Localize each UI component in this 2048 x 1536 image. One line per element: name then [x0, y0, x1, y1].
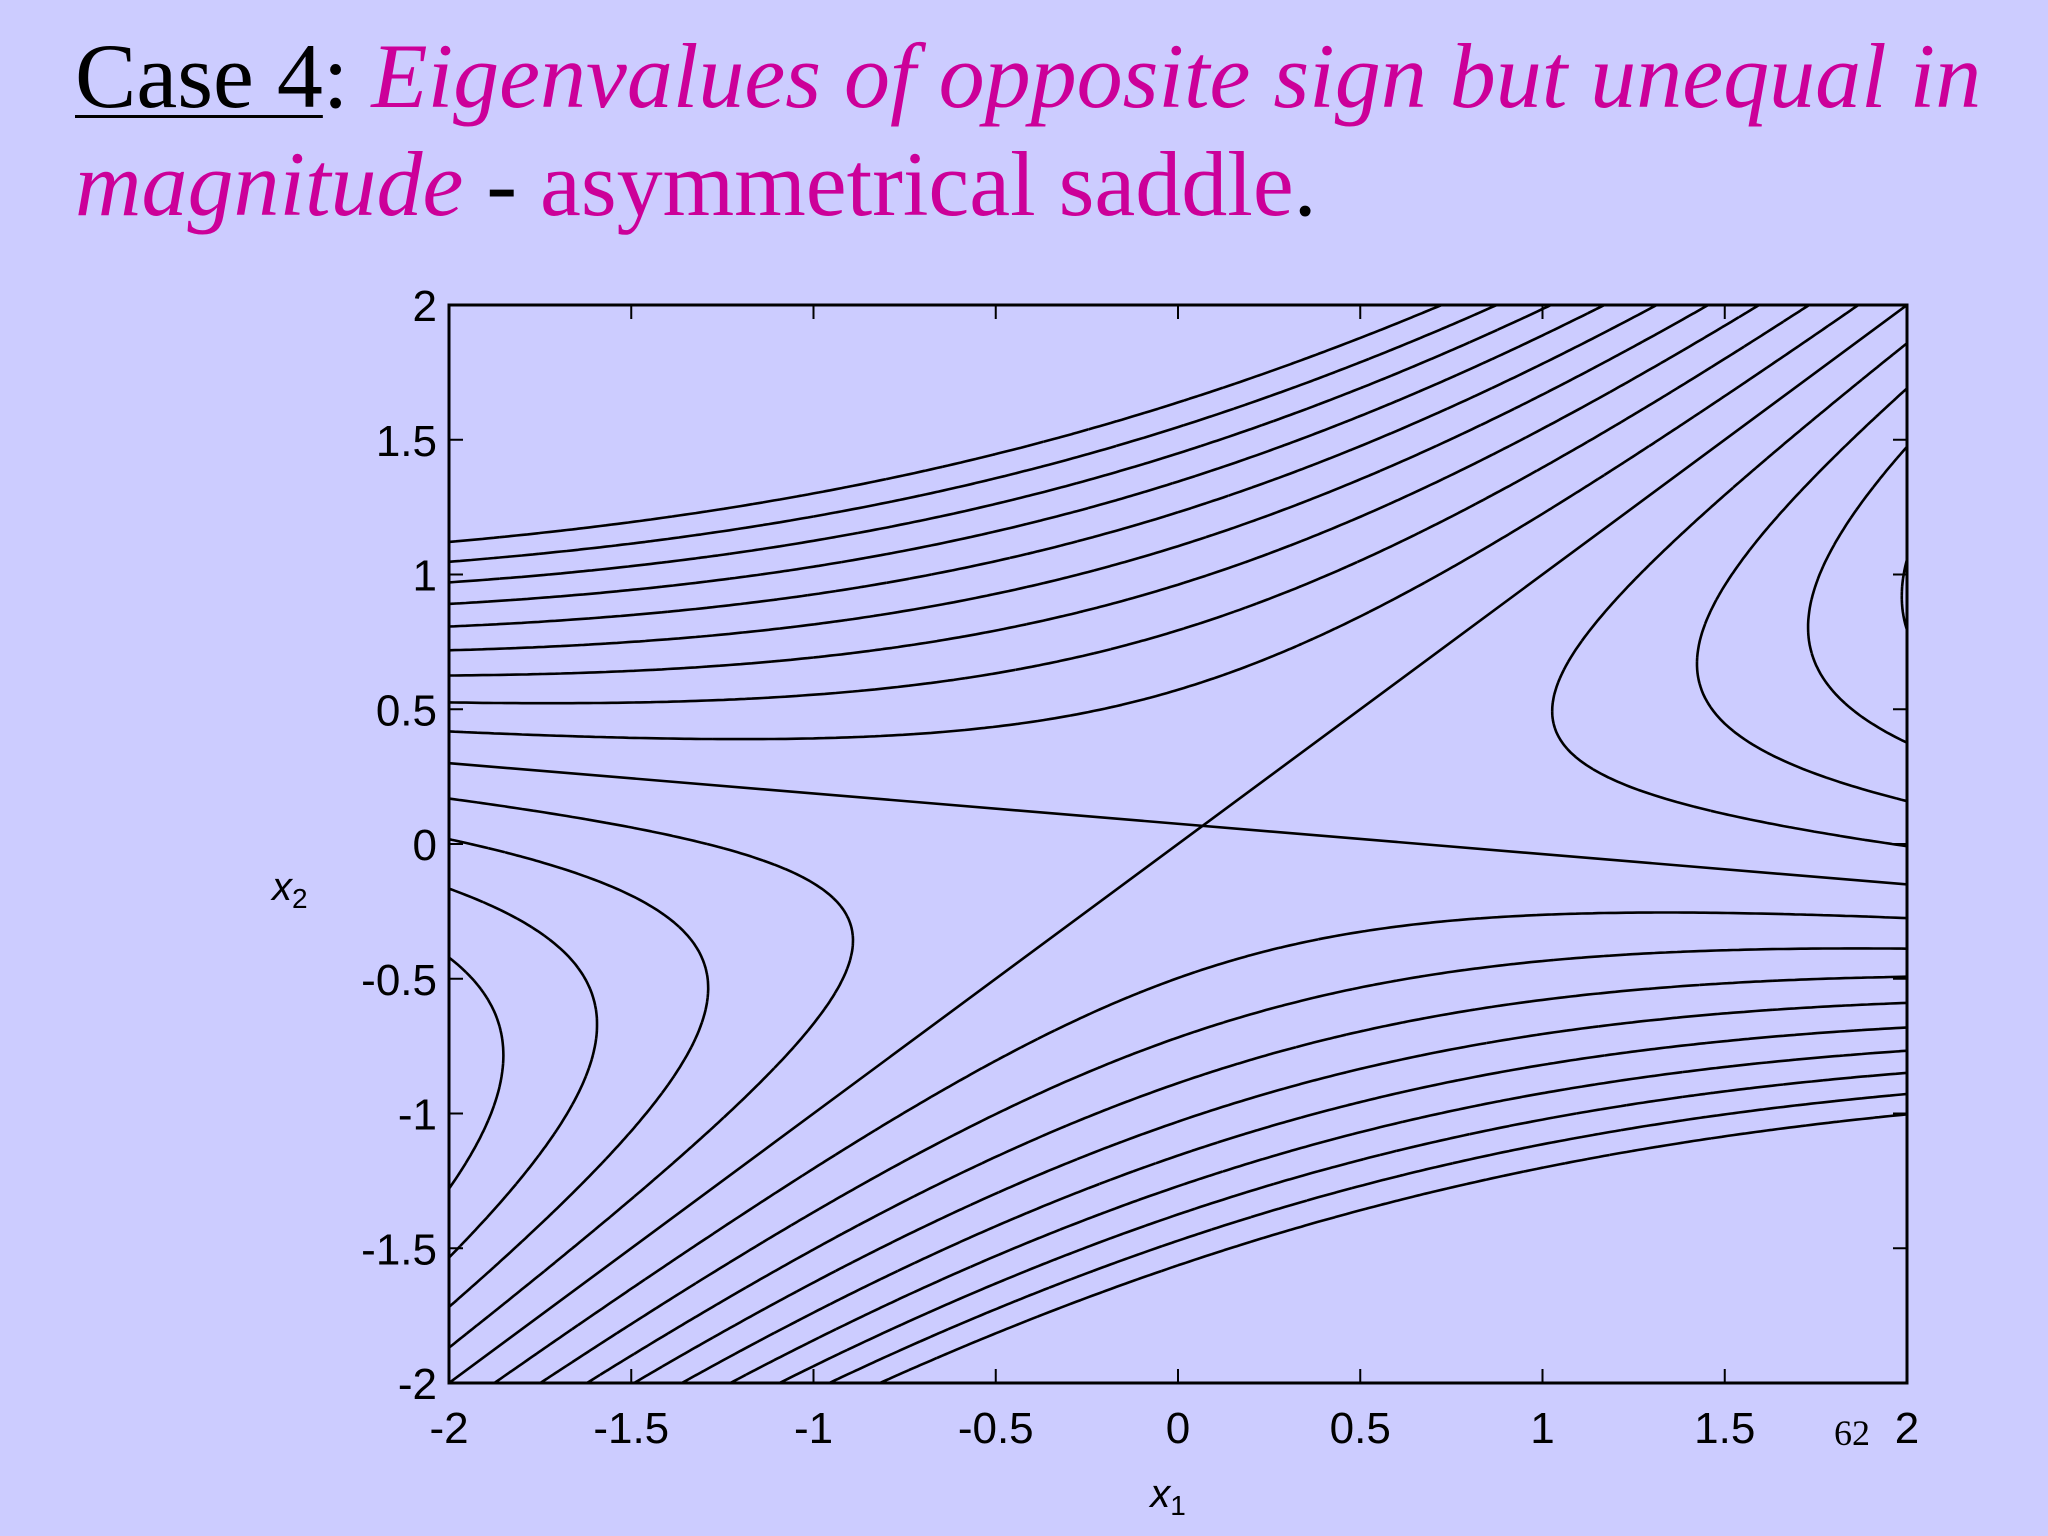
contour-line — [449, 305, 1907, 1383]
x-tick-label: 0.5 — [1330, 1404, 1391, 1453]
x-tick-label: 1.5 — [1694, 1404, 1755, 1453]
y-tick-labels: 2 1.5 1 0.5 0 -0.5 -1 -1.5 -2 — [361, 282, 437, 1409]
x-axis-label: x1 — [1148, 1472, 1186, 1521]
separatrix-line — [449, 305, 1907, 1383]
x-tick-label: 1 — [1530, 1404, 1554, 1453]
x-axis-label-main: x — [1148, 1472, 1172, 1516]
title-period: . — [1293, 133, 1317, 235]
title-case-label: Case 4 — [75, 25, 323, 127]
y-tick-label: -2 — [398, 1360, 437, 1409]
y-axis-label: x2 — [270, 865, 308, 914]
y-tick-label: 1.5 — [376, 417, 437, 466]
y-tick-label: 1 — [413, 552, 437, 601]
axis-ticks — [448, 304, 1908, 1384]
x-axis-label-subscript: 1 — [1170, 1490, 1186, 1521]
y-tick-label: 0.5 — [376, 686, 437, 735]
x-tick-label: 2 — [1895, 1404, 1919, 1453]
separatrix-line — [449, 761, 1907, 886]
y-axis-label-subscript: 2 — [292, 883, 308, 914]
x-tick-label: 0 — [1166, 1404, 1190, 1453]
title-italic-phrase: Eigenvalues of opposite sign but unequal… — [75, 25, 1982, 235]
y-axis-label-main: x — [270, 865, 294, 909]
title-colon: : — [322, 25, 372, 127]
x-tick-label: -1.5 — [593, 1404, 669, 1453]
x-tick-label: -2 — [429, 1404, 468, 1453]
y-tick-label: -1.5 — [361, 1225, 437, 1274]
contour-line — [449, 387, 1907, 1308]
contour-line — [449, 305, 1907, 1383]
title-dash: - — [463, 133, 541, 235]
slide-title: Case 4: Eigenvalues of opposite sign but… — [75, 22, 2015, 238]
y-tick-label: -1 — [398, 1091, 437, 1140]
y-tick-label: 2 — [413, 282, 437, 331]
title-saddle-phrase: asymmetrical saddle — [540, 133, 1294, 235]
y-tick-label: 0 — [413, 821, 437, 870]
x-tick-label: -1 — [794, 1404, 833, 1453]
x-tick-label: -0.5 — [958, 1404, 1034, 1453]
x-tick-labels: -2 -1.5 -1 -0.5 0 0.5 1 1.5 2 — [429, 1404, 1919, 1453]
page-number: 62 — [1834, 1413, 1870, 1453]
y-tick-label: -0.5 — [361, 956, 437, 1005]
